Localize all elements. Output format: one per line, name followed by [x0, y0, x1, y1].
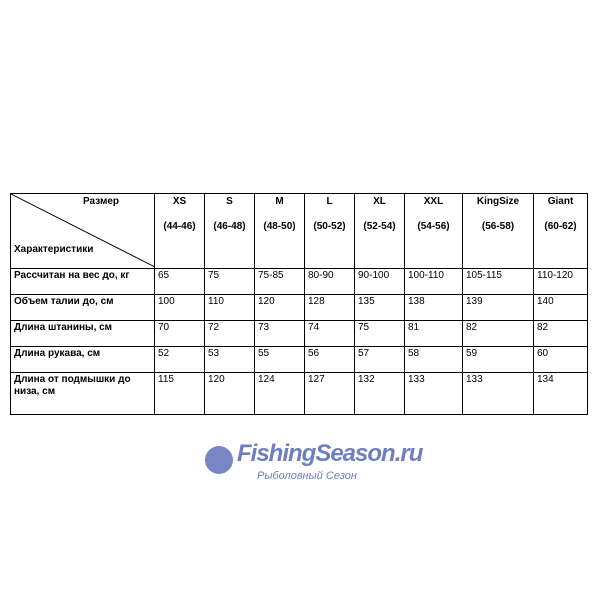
row-label: Рассчитан на вес до, кг — [10, 268, 155, 295]
table-cell: 134 — [533, 372, 588, 415]
row-label: Длина штанины, см — [10, 320, 155, 347]
table-cell: 124 — [254, 372, 305, 415]
table-cell: 72 — [204, 320, 255, 347]
table-row: Длина рукава, см 52 53 55 56 57 58 59 60 — [10, 346, 588, 373]
size-header: XXL (54-56) — [404, 193, 463, 269]
header-row: Размер Характеристики XS (44-46) S (46-48)… — [10, 193, 588, 269]
size-name: L — [326, 196, 333, 207]
table-cell: 80-90 — [304, 268, 355, 295]
globe-icon — [205, 446, 233, 474]
table-row: Рассчитан на вес до, кг 65 75 75-85 80-90 90… — [10, 268, 588, 295]
table-row: Длина штанины, см 70 72 73 74 75 81 82 82 — [10, 320, 588, 347]
table-cell: 58 — [404, 346, 463, 373]
size-header: XS (44-46) — [154, 193, 205, 269]
watermark-logo: FishingSeason.ru Рыболовный Сезон — [205, 440, 423, 490]
diagonal-divider — [11, 194, 155, 267]
table-cell: 135 — [354, 294, 405, 321]
table-cell: 56 — [304, 346, 355, 373]
size-name: XXL — [423, 196, 444, 207]
size-range: (60-62) — [544, 221, 577, 232]
table-row: Объем талии до, см 100 110 120 128 135 138 139 1… — [10, 294, 588, 321]
watermark-subtitle: Рыболовный Сезон — [257, 470, 357, 482]
size-range: (52-54) — [363, 221, 396, 232]
size-name: XS — [172, 196, 187, 207]
table-cell: 138 — [404, 294, 463, 321]
size-header: Giant (60-62) — [533, 193, 588, 269]
table-cell: 75 — [354, 320, 405, 347]
table-cell: 55 — [254, 346, 305, 373]
row-label: Длина от подмышки до низа, см — [10, 372, 155, 415]
size-range: (50-52) — [313, 221, 346, 232]
size-name: XL — [373, 196, 386, 207]
table-cell: 100-110 — [404, 268, 463, 295]
table-cell: 127 — [304, 372, 355, 415]
table-cell: 132 — [354, 372, 405, 415]
table-cell: 82 — [462, 320, 534, 347]
row-label: Длина рукава, см — [10, 346, 155, 373]
table-cell: 139 — [462, 294, 534, 321]
size-name: KingSize — [476, 196, 520, 207]
table-cell: 70 — [154, 320, 205, 347]
size-name: S — [226, 196, 233, 207]
table-cell: 100 — [154, 294, 205, 321]
table-cell: 120 — [254, 294, 305, 321]
table-cell: 140 — [533, 294, 588, 321]
size-header: KingSize (56-58) — [462, 193, 534, 269]
size-header: L (50-52) — [304, 193, 355, 269]
watermark-brand: FishingSeason.ru — [237, 440, 423, 467]
size-chart-table: Размер Характеристики XS (44-46) S (46-48)… — [10, 193, 588, 415]
table-cell: 110-120 — [533, 268, 588, 295]
table-cell: 110 — [204, 294, 255, 321]
size-range: (54-56) — [417, 221, 450, 232]
table-cell: 57 — [354, 346, 405, 373]
table-cell: 133 — [404, 372, 463, 415]
table-cell: 105-115 — [462, 268, 534, 295]
size-header: S (46-48) — [204, 193, 255, 269]
table-cell: 115 — [154, 372, 205, 415]
table-cell: 74 — [304, 320, 355, 347]
size-range: (44-46) — [163, 221, 196, 232]
table-cell: 133 — [462, 372, 534, 415]
row-label: Объем талии до, см — [10, 294, 155, 321]
table-cell: 128 — [304, 294, 355, 321]
table-cell: 90-100 — [354, 268, 405, 295]
size-range: (48-50) — [263, 221, 296, 232]
table-cell: 82 — [533, 320, 588, 347]
table-cell: 81 — [404, 320, 463, 347]
table-cell: 60 — [533, 346, 588, 373]
size-range: (46-48) — [213, 221, 246, 232]
size-name: Giant — [547, 196, 574, 207]
table-cell: 59 — [462, 346, 534, 373]
size-name: M — [275, 196, 284, 207]
characteristics-heading: Характеристики — [14, 244, 94, 255]
table-cell: 53 — [204, 346, 255, 373]
table-cell: 65 — [154, 268, 205, 295]
size-heading: Размер — [83, 196, 120, 207]
size-header: M (48-50) — [254, 193, 305, 269]
corner-cell: Размер Характеристики — [10, 193, 155, 269]
table-row: Длина от подмышки до низа, см 115 120 124 12… — [10, 372, 588, 415]
table-cell: 120 — [204, 372, 255, 415]
size-range: (56-58) — [481, 221, 515, 232]
table-cell: 52 — [154, 346, 205, 373]
table-cell: 75-85 — [254, 268, 305, 295]
table-cell: 73 — [254, 320, 305, 347]
table-cell: 75 — [204, 268, 255, 295]
size-header: XL (52-54) — [354, 193, 405, 269]
